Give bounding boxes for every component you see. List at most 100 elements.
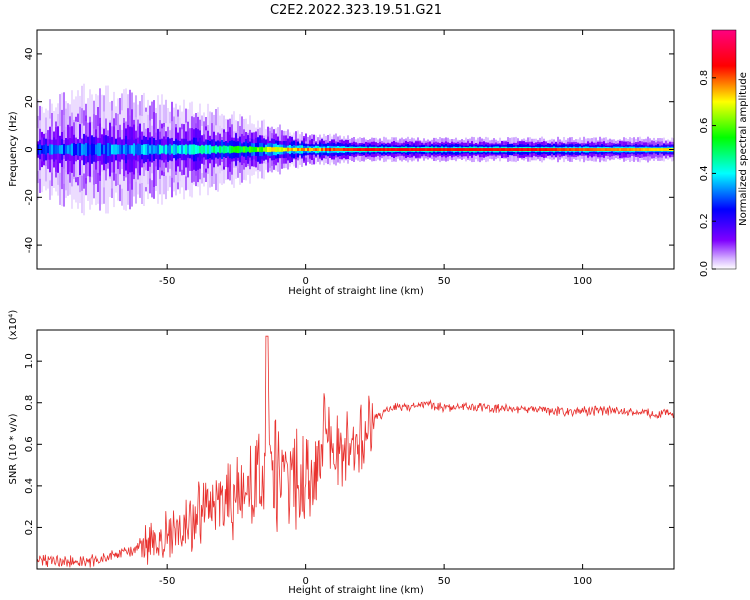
heatmap-cell-969 xyxy=(423,148,425,151)
spectrogram-y-tick-label-4: 40 xyxy=(24,48,35,61)
heatmap-cell-689 xyxy=(311,148,313,151)
heatmap-cell-924 xyxy=(405,148,407,151)
heatmap-cell-294 xyxy=(153,145,155,154)
colorbar-gradient xyxy=(711,29,737,270)
heatmap-cell-1104 xyxy=(477,148,479,151)
snr-panel: -50 0 50 100 0.2 0.4 0.6 0.8 1.0 Height of strai… xyxy=(8,310,675,596)
heatmap-cell-1199 xyxy=(515,148,517,151)
colorbar-tick-label-1: 0.2 xyxy=(699,213,710,229)
heatmap-cell-604 xyxy=(277,147,279,152)
heatmap-cell-369 xyxy=(183,145,185,154)
heatmap-cell-1394 xyxy=(593,148,595,151)
heatmap-cell-359 xyxy=(179,145,181,154)
heatmap-cell-1544 xyxy=(653,148,655,151)
heatmap-cell-599 xyxy=(275,147,277,153)
heatmap-cell-1549 xyxy=(655,148,657,151)
heatmap-cell-1109 xyxy=(479,148,481,151)
heatmap-cell-409 xyxy=(199,145,201,154)
heatmap-cell-499 xyxy=(235,146,237,153)
heatmap-cell-639 xyxy=(291,148,293,151)
heatmap-cell-474 xyxy=(225,145,227,154)
heatmap-cell-1224 xyxy=(525,148,527,151)
heatmap-cell-1504 xyxy=(637,148,639,151)
heatmap-cell-874 xyxy=(385,148,387,151)
snr-y-tick-label-2: 0.6 xyxy=(24,436,35,452)
heatmap-cell-319 xyxy=(163,145,165,154)
heatmap-cell-519 xyxy=(243,146,245,153)
heatmap-cell-1499 xyxy=(635,148,637,151)
heatmap-cell-1044 xyxy=(453,148,455,151)
heatmap-cell-624 xyxy=(285,147,287,152)
heatmap-cell-1029 xyxy=(447,148,449,151)
spectrogram-x-tick-label-1: 0 xyxy=(302,276,308,287)
heatmap-cell-284 xyxy=(149,145,151,154)
heatmap-cell-919 xyxy=(403,148,405,151)
colorbar: 0.0 0.2 0.4 0.6 0.8 Normalized spectral ampl… xyxy=(699,29,749,277)
heatmap-cell-1554 xyxy=(657,148,659,151)
heatmap-cell-684 xyxy=(309,147,311,152)
heatmap-cell-354 xyxy=(177,145,179,154)
heatmap-cell-1139 xyxy=(491,148,493,151)
spectrogram-marks xyxy=(37,83,674,216)
heatmap-cell-54 xyxy=(57,145,59,154)
heatmap-cell-894 xyxy=(393,148,395,151)
heatmap-cell-74 xyxy=(65,145,67,154)
heatmap-cell-1429 xyxy=(607,148,609,151)
heatmap-cell-1404 xyxy=(597,148,599,151)
heatmap-cell-1529 xyxy=(647,148,649,151)
heatmap-cell-939 xyxy=(411,148,413,151)
heatmap-cell-239 xyxy=(131,145,133,154)
heatmap-cell-1069 xyxy=(463,148,465,151)
heatmap-cell-1304 xyxy=(557,148,559,151)
heatmap-cell-804 xyxy=(357,148,359,151)
heatmap-cell-64 xyxy=(61,145,63,154)
spectrogram-x-tick-label-0: -50 xyxy=(159,276,175,287)
heatmap-cell-1559 xyxy=(659,148,661,151)
heatmap-cell-1184 xyxy=(509,148,511,151)
heatmap-cell-764 xyxy=(341,148,343,151)
snr-frame xyxy=(36,329,675,570)
heatmap-cell-914 xyxy=(401,148,403,151)
heatmap-cell-314 xyxy=(161,145,163,154)
heatmap-cell-1514 xyxy=(641,148,643,151)
heatmap-cell-1269 xyxy=(543,148,545,151)
heatmap-cell-34 xyxy=(49,144,51,155)
heatmap-cell-1579 xyxy=(667,148,669,151)
heatmap-cell-534 xyxy=(249,146,251,153)
heatmap-cell-374 xyxy=(185,144,187,155)
heatmap-cell-1434 xyxy=(609,148,611,151)
heatmap-cell-289 xyxy=(151,144,153,155)
heatmap-cell-1379 xyxy=(587,148,589,151)
heatmap-cell-659 xyxy=(299,148,301,151)
snr-x-tick-label-2: 50 xyxy=(438,576,451,587)
snr-y-tick-label-1: 0.4 xyxy=(24,478,35,494)
heatmap-cell-1344 xyxy=(573,148,575,151)
heatmap-cell-1444 xyxy=(613,148,615,151)
heatmap-cell-1164 xyxy=(501,148,503,151)
heatmap-cell-959 xyxy=(419,148,421,151)
heatmap-cell-699 xyxy=(315,148,317,151)
heatmap-cell-479 xyxy=(227,146,229,153)
heatmap-cell-279 xyxy=(147,143,149,156)
heatmap-cell-329 xyxy=(167,145,169,154)
heatmap-cell-439 xyxy=(211,146,213,153)
heatmap-cell-679 xyxy=(307,147,309,151)
heatmap-cell-879 xyxy=(387,148,389,151)
heatmap-cell-1374 xyxy=(585,148,587,151)
heatmap-cell-589 xyxy=(271,147,273,152)
heatmap-cell-1299 xyxy=(555,148,557,151)
heatmap-cell-949 xyxy=(415,148,417,151)
colorbar-tick-label-0: 0.0 xyxy=(699,261,710,277)
heatmap-cell-1059 xyxy=(459,148,461,151)
heatmap-cell-619 xyxy=(283,147,285,152)
heatmap-cell-154 xyxy=(97,143,99,156)
heatmap-cell-974 xyxy=(425,148,427,151)
heatmap-cell-39 xyxy=(51,144,53,155)
heatmap-cell-1144 xyxy=(493,148,495,151)
heatmap-cell-859 xyxy=(379,148,381,151)
heatmap-cell-214 xyxy=(121,145,123,154)
heatmap-cell-1119 xyxy=(483,148,485,151)
heatmap-cell-1179 xyxy=(507,148,509,151)
heatmap-cell-254 xyxy=(137,143,139,156)
heatmap-cell-1229 xyxy=(527,148,529,151)
